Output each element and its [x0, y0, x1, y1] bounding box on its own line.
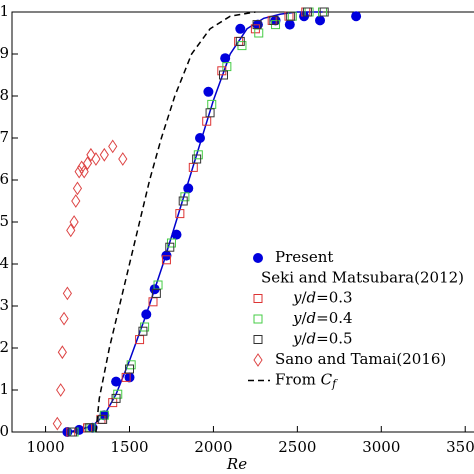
legend-label: y/d=0.4 [292, 309, 353, 327]
point [57, 345, 67, 360]
plot-frame [11, 11, 474, 433]
legend-label-part: From [275, 371, 321, 389]
point [175, 209, 185, 219]
legend-label: y/d=0.5 [292, 330, 353, 348]
point [219, 70, 228, 80]
point [84, 423, 94, 433]
legend-label-part: f [331, 378, 338, 391]
y-tick-label: 0.5 [0, 212, 9, 230]
y-tick-label: 0.1 [0, 380, 9, 398]
point [205, 108, 215, 118]
point [67, 427, 77, 437]
y-tick-label: 0.8 [0, 86, 9, 104]
point [71, 194, 81, 208]
point [171, 229, 182, 240]
legend-label: y/d=0.3 [292, 289, 353, 307]
point [138, 326, 148, 336]
x-tick-label: 1000 [26, 438, 64, 456]
legend-label-part: y [292, 289, 302, 307]
y-tick-label: 0.4 [0, 254, 9, 272]
point [284, 19, 295, 30]
point [86, 147, 96, 162]
point [118, 152, 128, 166]
legend-label-part: =0.4 [316, 309, 352, 327]
legend-label-part: / [301, 289, 307, 307]
y-tick-label: 0.2 [0, 338, 9, 356]
point [252, 20, 262, 30]
point [315, 15, 326, 26]
point [52, 416, 62, 431]
point [111, 376, 122, 387]
legend-label-part: / [301, 309, 307, 327]
point [195, 133, 205, 143]
x-tick-label: 3000 [362, 438, 400, 456]
point [82, 156, 93, 171]
point [108, 139, 118, 154]
point [56, 383, 66, 397]
point [220, 53, 231, 64]
legend-label-part: =0.5 [316, 330, 352, 348]
point [74, 164, 84, 179]
y-tick-label: 0 [0, 422, 9, 440]
y-tick-label: 1 [0, 2, 9, 20]
point [192, 154, 202, 164]
point [99, 147, 109, 162]
point [74, 424, 85, 435]
point [59, 311, 69, 326]
legend-label-part: d [307, 289, 317, 307]
point [203, 86, 214, 97]
x-axis-label: Re [226, 455, 247, 473]
y-tick-label: 0.3 [0, 296, 9, 314]
line [95, 11, 256, 433]
x-tick-label: 2500 [278, 438, 316, 456]
legend-label: Sano and Tamai(2016) [275, 350, 446, 368]
point [77, 160, 87, 175]
x-tick-label: 3500 [446, 438, 474, 456]
point [111, 393, 121, 403]
legend-label: From Cf [275, 371, 338, 391]
point [91, 152, 101, 166]
x-tick-label: 2000 [194, 438, 232, 456]
y-tick-label: 0.7 [0, 128, 9, 146]
point [235, 23, 246, 34]
point [62, 286, 72, 301]
y-tick-label: 0.9 [0, 44, 9, 62]
legend-label-part: y [292, 330, 302, 348]
point [79, 164, 89, 179]
point [125, 364, 134, 374]
legend-label-part: C [321, 371, 333, 389]
x-tick-label: 1500 [110, 438, 148, 456]
legend-marker [253, 353, 263, 367]
point [302, 7, 312, 17]
point [183, 183, 194, 194]
legend-label-part: d [307, 309, 317, 327]
point [69, 215, 79, 229]
y-tick-label: 0.6 [0, 170, 9, 188]
legend-label-part: =0.3 [316, 289, 352, 307]
point [161, 255, 171, 265]
legend-heading: Seki and Matsubara(2012) [261, 269, 464, 287]
point [151, 288, 161, 298]
point [124, 372, 135, 383]
legend-label-part: y [292, 309, 302, 327]
legend-marker [253, 314, 263, 324]
legend-label-part: d [307, 330, 317, 348]
legend-label: Present [275, 248, 333, 266]
point [269, 15, 279, 25]
point [165, 242, 175, 252]
point [141, 309, 152, 320]
point [319, 7, 329, 17]
point [72, 181, 83, 196]
legend-marker [253, 335, 263, 344]
point [351, 11, 362, 22]
point [178, 196, 188, 206]
legend-label-part: / [301, 330, 307, 348]
point [98, 414, 108, 424]
legend-marker [253, 253, 263, 263]
point [235, 36, 245, 46]
legend-marker [253, 294, 263, 303]
point [286, 11, 296, 21]
point [66, 223, 76, 238]
